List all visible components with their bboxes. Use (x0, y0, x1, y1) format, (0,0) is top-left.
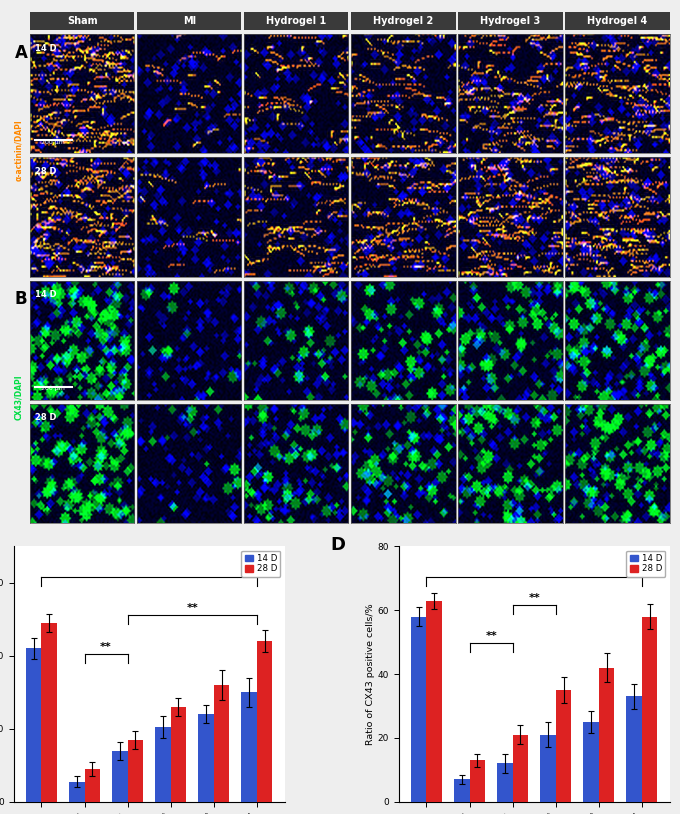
Bar (513, 735, 528, 802)
Text: A: A (15, 44, 27, 62)
Bar (41, 623, 57, 802)
Text: 28 D: 28 D (35, 414, 56, 422)
Text: α-actinin/DAPI: α-actinin/DAPI (14, 120, 23, 182)
Text: D: D (331, 536, 346, 554)
Bar (540, 735, 556, 802)
Text: CX43/DAPI: CX43/DAPI (14, 374, 23, 420)
Bar (411, 616, 426, 802)
Bar (199, 714, 214, 802)
Text: 14 D: 14 D (35, 44, 56, 53)
Text: 200 μm: 200 μm (41, 140, 65, 145)
Text: 200 μm: 200 μm (41, 387, 65, 392)
Text: Hydrogel 3: Hydrogel 3 (480, 16, 541, 26)
Legend: 14 D, 28 D: 14 D, 28 D (626, 550, 666, 577)
Bar (155, 727, 171, 802)
Text: B: B (15, 291, 27, 309)
Text: Hydrogel 1: Hydrogel 1 (266, 16, 326, 26)
Text: Hydrogel 2: Hydrogel 2 (373, 16, 434, 26)
Bar (470, 760, 485, 802)
Text: Hydrogel 4: Hydrogel 4 (588, 16, 648, 26)
Bar (426, 601, 442, 802)
Bar (128, 740, 143, 802)
Bar (241, 692, 257, 802)
Text: **: ** (486, 632, 497, 641)
Text: MI: MI (183, 16, 196, 26)
Y-axis label: Ratio of CX43 positive cells/%: Ratio of CX43 positive cells/% (366, 603, 375, 745)
Text: **: ** (100, 641, 112, 651)
Bar (556, 690, 571, 802)
Bar (257, 641, 273, 802)
Bar (171, 707, 186, 802)
Bar (626, 697, 642, 802)
Text: 14 D: 14 D (35, 291, 56, 300)
Bar (84, 769, 100, 802)
Text: **: ** (186, 603, 198, 613)
Bar (583, 722, 599, 802)
Bar (497, 764, 513, 802)
Legend: 14 D, 28 D: 14 D, 28 D (241, 550, 280, 577)
Text: Sham: Sham (67, 16, 97, 26)
Bar (214, 685, 229, 802)
Text: 28 D: 28 D (35, 167, 56, 176)
Bar (26, 649, 41, 802)
Bar (599, 667, 614, 802)
Bar (69, 781, 84, 802)
Bar (642, 616, 658, 802)
Bar (454, 780, 470, 802)
Bar (112, 751, 128, 802)
Text: **: ** (528, 593, 540, 603)
